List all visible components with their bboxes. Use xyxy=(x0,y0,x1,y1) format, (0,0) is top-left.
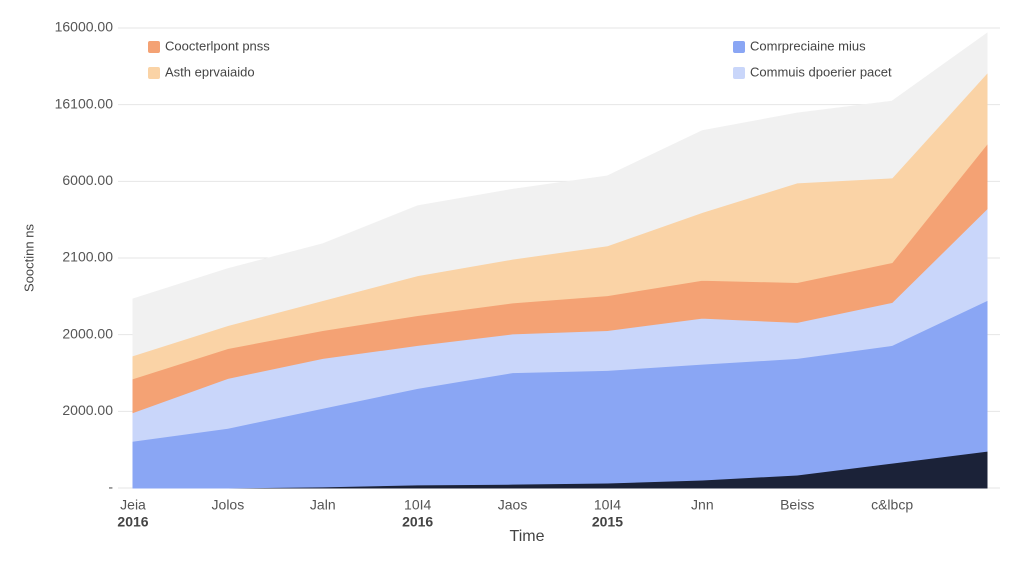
area xyxy=(132,32,988,357)
legend-swatch xyxy=(148,67,160,79)
y-tick-label: 2000.00 xyxy=(62,325,113,341)
legend-label: Asth eprvaiaido xyxy=(165,64,255,79)
x-tick-label: 2016 xyxy=(402,514,433,530)
legend-swatch xyxy=(148,41,160,53)
legend-label: Coocterlpont pnss xyxy=(165,38,270,53)
y-tick-label: - xyxy=(108,479,113,495)
legend-label: Comrpreciaine mius xyxy=(750,38,866,53)
x-tick-label: Jaos xyxy=(498,497,528,513)
x-tick-label: 2016 xyxy=(117,514,148,530)
y-tick-label: 16100.00 xyxy=(55,95,114,111)
legend-label: Commuis dpoerier pacet xyxy=(750,64,892,79)
x-tick-label: c&lbcp xyxy=(871,497,913,513)
y-tick-label: 6000.00 xyxy=(62,172,113,188)
x-tick-label: Jolos xyxy=(212,497,245,513)
y-axis-title: Sooctinn ns xyxy=(21,224,36,292)
x-tick-label: Jaln xyxy=(310,497,336,513)
legend-swatch xyxy=(733,67,745,79)
x-tick-label: 10I4 xyxy=(404,497,431,513)
x-axis-title: Time xyxy=(510,528,545,545)
legend-swatch xyxy=(733,41,745,53)
y-tick-label: 16000.00 xyxy=(55,19,114,35)
y-tick-label: 2100.00 xyxy=(62,249,113,265)
x-tick-label: 2015 xyxy=(592,514,623,530)
y-tick-label: 2000.00 xyxy=(62,402,113,418)
x-tick-label: Jnn xyxy=(691,497,714,513)
x-tick-label: 10I4 xyxy=(594,497,621,513)
x-tick-label: Beiss xyxy=(780,497,814,513)
x-tick-label: Jeia xyxy=(120,497,146,513)
